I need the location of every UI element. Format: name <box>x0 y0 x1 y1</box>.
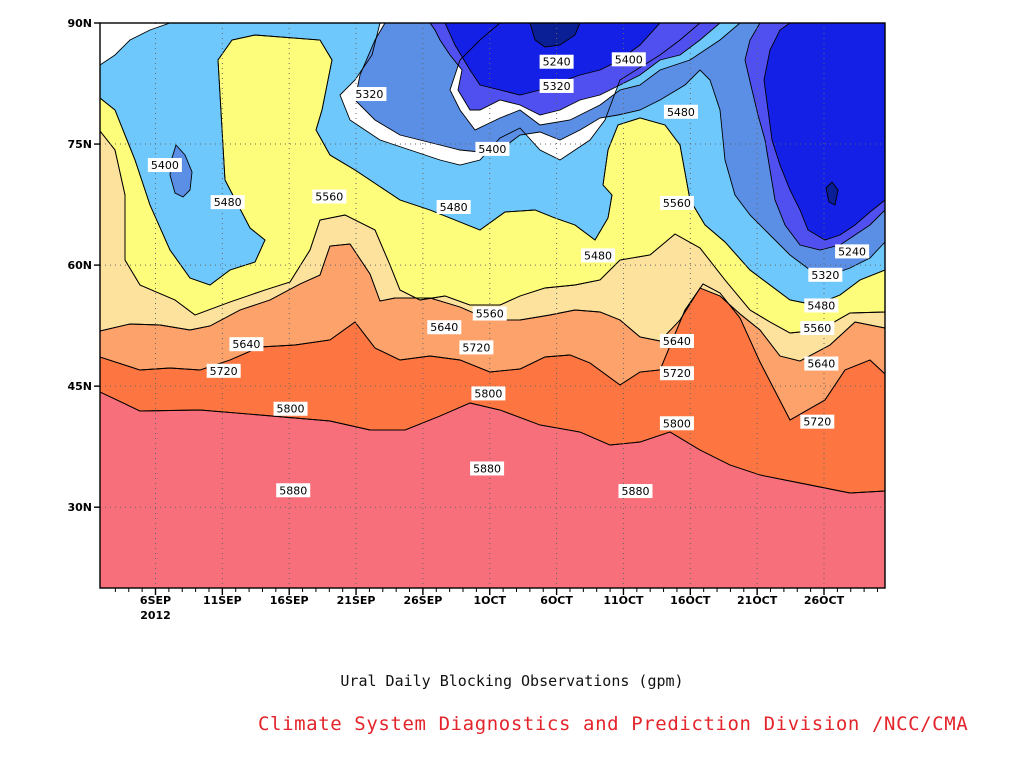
x-tick-label: 6SEP <box>140 594 171 607</box>
svg-text:5720: 5720 <box>210 365 238 378</box>
contour-label: 5480 <box>663 104 698 119</box>
contour-label: 5400 <box>611 52 646 67</box>
contour-label: 5720 <box>459 340 494 355</box>
svg-text:5800: 5800 <box>474 387 502 400</box>
contour-band-5560 <box>100 35 885 333</box>
contour-label: 5800 <box>659 416 694 431</box>
contour-label: 5560 <box>659 195 694 210</box>
contour-label: 5720 <box>206 363 241 378</box>
svg-text:5400: 5400 <box>615 53 643 66</box>
contour-label: 5880 <box>470 461 505 476</box>
x-tick-label: 1OCT <box>473 594 506 607</box>
contour-label: 5480 <box>210 195 245 210</box>
svg-text:5320: 5320 <box>543 80 571 93</box>
contour-label: 5800 <box>471 386 506 401</box>
contour-label: 5640 <box>427 320 462 335</box>
contour-label: 5480 <box>581 248 616 263</box>
svg-text:5880: 5880 <box>279 484 307 497</box>
credit-line: Climate System Diagnostics and Predictio… <box>258 713 969 735</box>
x-tick-label: 11SEP <box>203 594 242 607</box>
svg-text:5400: 5400 <box>478 143 506 156</box>
x-year-label: 2012 <box>140 609 171 622</box>
svg-text:5320: 5320 <box>355 88 383 101</box>
contour-label: 5560 <box>312 189 347 204</box>
contour-label: 5640 <box>659 333 694 348</box>
svg-text:5640: 5640 <box>807 358 835 371</box>
contour-line-5480 <box>100 23 885 306</box>
contour-band-5720 <box>100 244 885 420</box>
contour-label: 5240 <box>539 54 574 69</box>
contour-band-5480 <box>100 23 885 305</box>
svg-text:5480: 5480 <box>584 249 612 262</box>
contour-label: 5240 <box>835 244 870 259</box>
y-tick-label: 60N <box>67 259 92 272</box>
svg-text:5720: 5720 <box>663 367 691 380</box>
x-tick-label: 26OCT <box>804 594 845 607</box>
contour-line-5160 <box>529 23 839 206</box>
contour-label: 5720 <box>800 414 835 429</box>
y-tick-label: 90N <box>67 17 92 30</box>
y-tick-label: 75N <box>67 138 92 151</box>
svg-text:5240: 5240 <box>838 245 866 258</box>
grid-lines <box>100 23 885 588</box>
svg-text:5480: 5480 <box>807 299 835 312</box>
svg-text:5320: 5320 <box>811 269 839 282</box>
contour-label: 5640 <box>229 337 264 352</box>
x-tick-label: 21SEP <box>337 594 376 607</box>
contour-label: 5400 <box>147 158 182 173</box>
svg-text:5560: 5560 <box>663 197 691 210</box>
contour-label: 5720 <box>659 366 694 381</box>
contour-label: 5640 <box>804 356 839 371</box>
contour-band-5160 <box>530 23 838 205</box>
contour-label: 5400 <box>475 141 510 156</box>
x-tick-label: 26SEP <box>403 594 442 607</box>
x-tick-label: 16SEP <box>270 594 309 607</box>
contour-label: 5320 <box>352 87 387 102</box>
svg-text:5640: 5640 <box>232 338 260 351</box>
svg-text:5560: 5560 <box>315 191 343 204</box>
contour-label: 5320 <box>539 78 574 93</box>
svg-text:5400: 5400 <box>151 159 179 172</box>
x-tick-label: 6OCT <box>540 594 573 607</box>
contour-label: 5480 <box>804 298 839 313</box>
svg-text:5240: 5240 <box>543 56 571 69</box>
y-axis: 30N 45N 60N 75N 90N <box>67 17 100 514</box>
svg-text:5880: 5880 <box>621 485 649 498</box>
svg-text:5560: 5560 <box>476 308 504 321</box>
contour-label: 5800 <box>273 401 308 416</box>
contour-line-5320 <box>429 23 885 251</box>
chart-title: Ural Daily Blocking Observations (gpm) <box>340 672 684 690</box>
contour-label: 5560 <box>472 306 507 321</box>
svg-text:5640: 5640 <box>430 321 458 334</box>
svg-text:5480: 5480 <box>214 196 242 209</box>
x-axis: 6SEP 11SEP 16SEP 21SEP 26SEP 1OCT 6OCT 11OCT 16O… <box>114 588 878 622</box>
contour-band-5240 <box>445 23 885 240</box>
x-tick-label: 16OCT <box>670 594 711 607</box>
svg-text:5800: 5800 <box>277 403 305 416</box>
x-tick-label: 11OCT <box>603 594 644 607</box>
svg-text:5800: 5800 <box>663 417 691 430</box>
svg-text:5560: 5560 <box>803 322 831 335</box>
y-tick-label: 30N <box>67 501 92 514</box>
svg-text:5640: 5640 <box>663 335 691 348</box>
contour-band-5640 <box>100 131 885 361</box>
svg-text:5480: 5480 <box>440 201 468 214</box>
contour-label: 5880 <box>618 484 653 499</box>
contour-label: 5320 <box>808 267 843 282</box>
svg-text:5880: 5880 <box>473 462 501 475</box>
plot-frame <box>99 22 886 589</box>
svg-text:5480: 5480 <box>667 106 695 119</box>
contour-label: 5880 <box>276 483 311 498</box>
contour-band-5880 <box>100 392 885 588</box>
x-tick-label: 21OCT <box>737 594 778 607</box>
contour-line-layer <box>100 23 885 588</box>
contour-label: 5480 <box>436 199 471 214</box>
y-tick-label: 45N <box>67 380 92 393</box>
svg-text:5720: 5720 <box>462 341 490 354</box>
svg-text:5720: 5720 <box>803 416 831 429</box>
contour-labels: 5400 5480 5560 5320 5480 5400 5240 5320 5400 5480… <box>147 52 870 499</box>
contour-label: 5560 <box>800 321 835 336</box>
